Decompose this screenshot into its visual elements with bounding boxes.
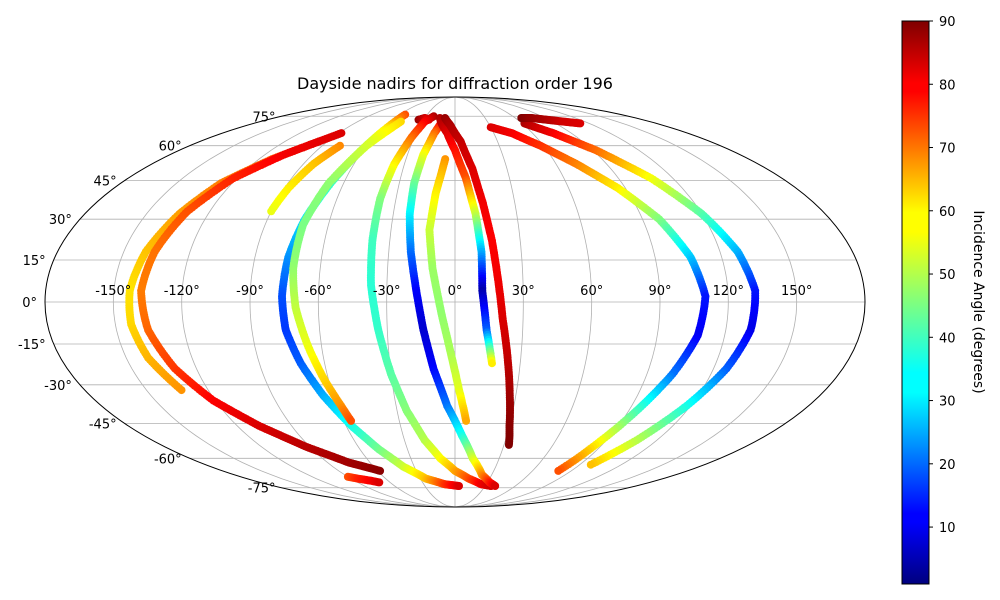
- colorbar-tick-label: 60: [939, 205, 956, 220]
- data-point: [462, 416, 471, 425]
- x-tick-label: 0°: [448, 284, 463, 299]
- y-tick-label: 30°: [49, 213, 72, 228]
- x-tick-label: 90°: [648, 284, 671, 299]
- colorbar-tick-label: 70: [939, 142, 956, 157]
- chart-title: Dayside nadirs for diffraction order 196: [297, 74, 613, 93]
- x-tick-label: -150°: [95, 284, 131, 299]
- data-point: [554, 466, 563, 475]
- y-tick-label: -75°: [248, 482, 276, 497]
- y-tick-label: 60°: [159, 140, 182, 155]
- colorbar-tick-label: 20: [939, 458, 956, 473]
- y-tick-label: -30°: [44, 379, 72, 394]
- colorbar-tick-label: 40: [939, 331, 956, 346]
- colorbar-tick-label: 10: [939, 521, 956, 536]
- x-tick-label: -90°: [236, 284, 264, 299]
- y-tick-label: -45°: [89, 417, 117, 432]
- map-boundary: [44, 96, 866, 508]
- y-tick-label: 45°: [94, 175, 117, 190]
- y-tick-label: 75°: [252, 110, 275, 125]
- colorbar-bar: [901, 20, 930, 585]
- x-tick-labels: -150° -120° -90° -60° -30° 0° 30° 60° 90° 120° 150…: [95, 284, 812, 299]
- data-point: [347, 416, 356, 425]
- x-tick-label: 60°: [580, 284, 603, 299]
- colorbar-tick-label: 90: [939, 15, 956, 30]
- y-tick-label: 15°: [23, 254, 46, 269]
- y-tick-label: -15°: [18, 338, 46, 353]
- colorbar: 10 20 30 40 50 60 70 80 90 Incidence Angle (degr…: [901, 15, 986, 585]
- x-tick-label: 120°: [713, 284, 744, 299]
- data-point: [267, 207, 276, 216]
- data-point: [177, 386, 186, 395]
- data-point: [488, 359, 496, 368]
- data-point: [504, 440, 513, 449]
- y-tick-label: -60°: [154, 452, 182, 467]
- data-point: [455, 482, 463, 490]
- data-points: [125, 110, 760, 490]
- colorbar-label: Incidence Angle (degrees): [970, 210, 986, 393]
- x-tick-label: -120°: [164, 284, 200, 299]
- x-tick-label: 150°: [781, 284, 812, 299]
- data-point: [491, 482, 500, 490]
- colorbar-tick-label: 80: [939, 78, 956, 93]
- colorbar-tick-label: 50: [939, 268, 956, 283]
- colorbar-ticks: 10 20 30 40 50 60 70 80 90: [929, 15, 956, 536]
- x-tick-label: 30°: [512, 284, 535, 299]
- colorbar-tick-label: 30: [939, 395, 956, 410]
- y-tick-labels: -75° -60° -45° -30° -15° 0° 15° 30° 45° 60° 75°: [18, 110, 276, 496]
- data-point: [376, 466, 385, 475]
- data-point: [375, 478, 384, 487]
- x-tick-label: -60°: [304, 284, 332, 299]
- data-point: [586, 460, 595, 469]
- data-point: [576, 119, 585, 128]
- x-tick-label: -30°: [373, 284, 401, 299]
- y-tick-label: 0°: [22, 296, 37, 311]
